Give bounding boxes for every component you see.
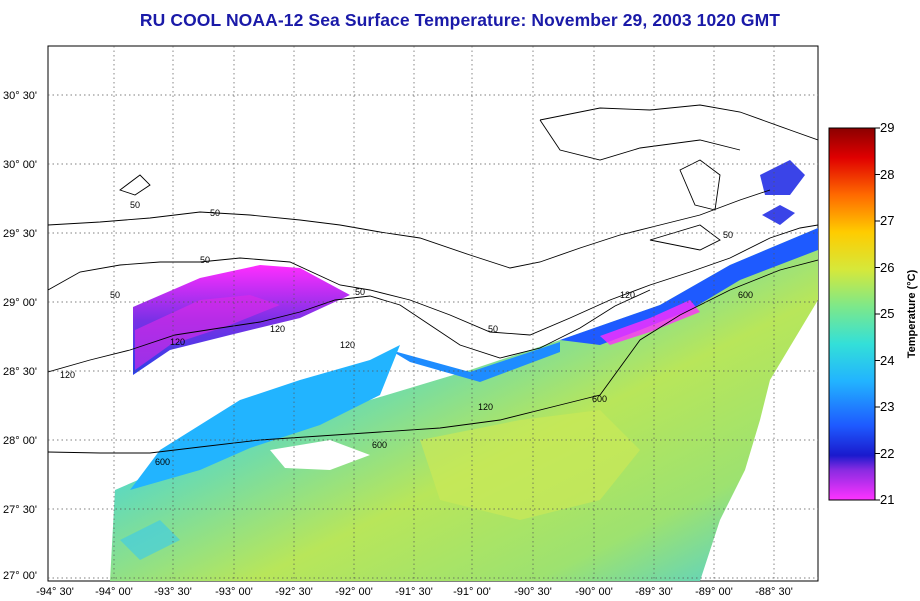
- contour-label: 120: [478, 402, 493, 412]
- lon-label: -92° 30': [275, 586, 313, 598]
- sst-field: [110, 160, 818, 581]
- map-title: RU COOL NOAA-12 Sea Surface Temperature:…: [139, 10, 781, 30]
- lat-label: 30° 30': [3, 90, 37, 102]
- contour-label: 600: [592, 394, 607, 404]
- color-bar-tick: 22: [880, 446, 894, 461]
- graticule: [48, 46, 818, 581]
- lon-label: -91° 00': [453, 586, 491, 598]
- lon-label: -91° 30': [395, 586, 433, 598]
- contour-label: 50: [110, 290, 120, 300]
- color-bar-tick: 23: [880, 399, 894, 414]
- contour-label: 120: [170, 337, 185, 347]
- color-bar-tick: 25: [880, 306, 894, 321]
- contour-label: 50: [130, 200, 140, 210]
- lon-label: -90° 30': [514, 586, 552, 598]
- lon-label: -94° 00': [95, 586, 133, 598]
- color-bar-tick: 27: [880, 213, 894, 228]
- lon-label: -94° 30': [36, 586, 74, 598]
- contour-label: 50: [488, 324, 498, 334]
- color-bar-tick: 29: [880, 120, 894, 135]
- longitude-labels: -94° 30' -94° 00' -93° 30' -93° 00' -92°…: [36, 586, 793, 598]
- lon-label: -93° 00': [215, 586, 253, 598]
- lon-label: -93° 30': [154, 586, 192, 598]
- lon-label: -89° 00': [695, 586, 733, 598]
- color-bar-gradient: [828, 127, 876, 501]
- lat-label: 27° 30': [3, 504, 37, 516]
- lon-label: -90° 00': [575, 586, 613, 598]
- latitude-labels: 30° 30' 30° 00' 29° 30' 29° 00' 28° 30' …: [3, 90, 37, 582]
- lat-label: 30° 00': [3, 159, 37, 171]
- contour-label: 50: [723, 230, 733, 240]
- contour-label: 50: [355, 287, 365, 297]
- color-bar-tick: 26: [880, 260, 894, 275]
- lat-label: 28° 30': [3, 366, 37, 378]
- lon-label: -89° 30': [635, 586, 673, 598]
- lat-label: 27° 00': [3, 570, 37, 582]
- contour-label: 120: [620, 290, 635, 300]
- lon-label: -88° 30': [755, 586, 793, 598]
- color-bar: 29 28 27 26 25 24 23 22 21 Temperature (…: [828, 120, 918, 507]
- contour-labels: 50 50 50 50 50 50 120 120 120 120 120 12…: [60, 200, 753, 467]
- color-bar-title: Temperature (°C): [906, 269, 918, 358]
- contour-label: 600: [372, 440, 387, 450]
- contour-label: 600: [738, 290, 753, 300]
- lat-label: 29° 00': [3, 297, 37, 309]
- contour-label: 50: [210, 208, 220, 218]
- contour-label: 50: [200, 255, 210, 265]
- contour-label: 120: [270, 324, 285, 334]
- contour-label: 120: [60, 370, 75, 380]
- lat-label: 28° 00': [3, 435, 37, 447]
- color-bar-tick: 24: [880, 353, 894, 368]
- color-bar-tick: 28: [880, 167, 894, 182]
- lat-label: 29° 30': [3, 228, 37, 240]
- contour-label: 120: [340, 340, 355, 350]
- contour-label: 600: [155, 457, 170, 467]
- lon-label: -92° 00': [335, 586, 373, 598]
- color-bar-tick: 21: [880, 492, 894, 507]
